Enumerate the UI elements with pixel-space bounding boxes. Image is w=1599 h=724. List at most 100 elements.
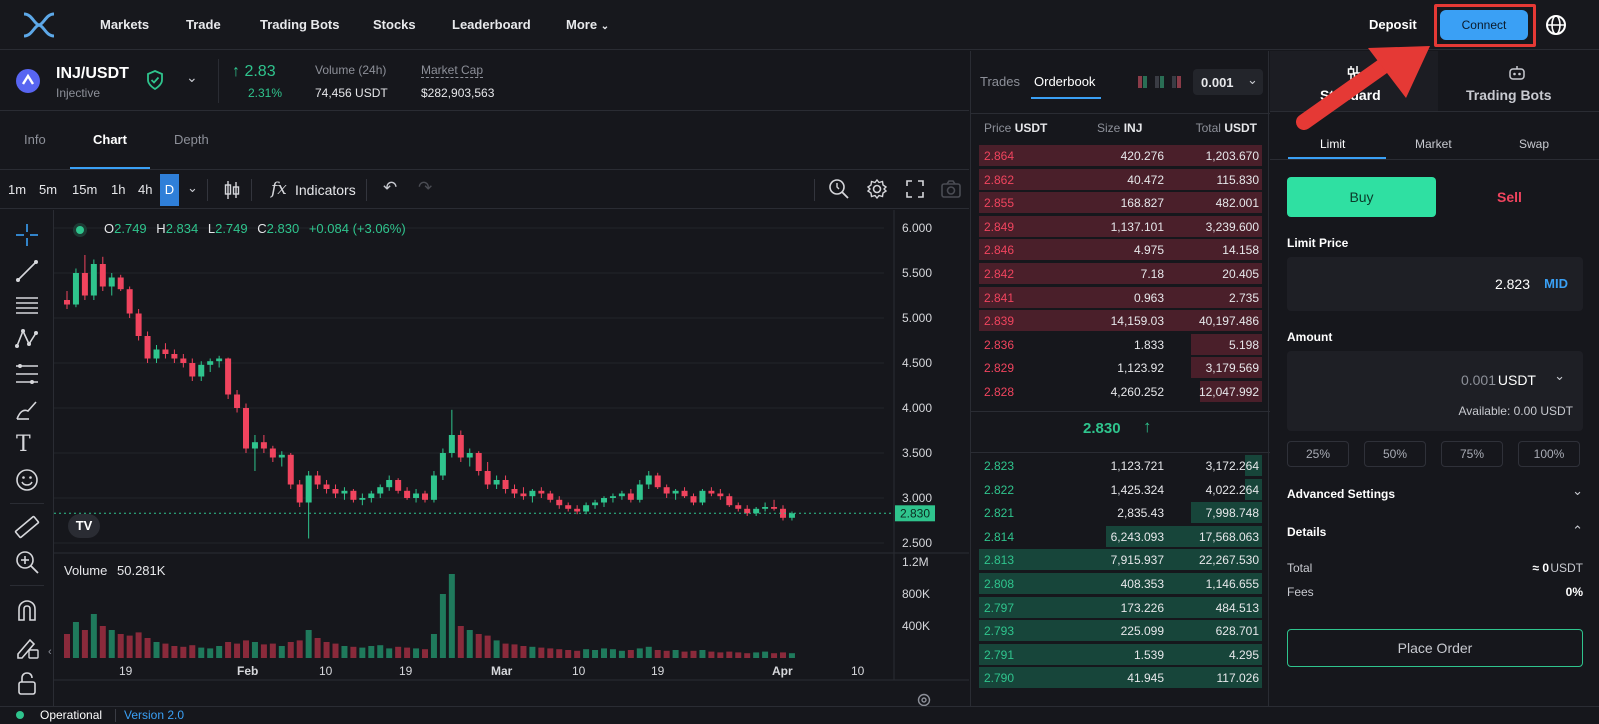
deposit-link[interactable]: Deposit (1369, 17, 1417, 32)
volume-bar (350, 646, 357, 658)
text-tool-icon[interactable]: T (16, 432, 31, 457)
ask-row[interactable]: 2.849 1,137.101 3,239.600 (971, 215, 1270, 237)
status-operational[interactable]: Operational (40, 708, 103, 722)
percent-75-button[interactable]: 75% (1441, 441, 1503, 467)
volume-bar (511, 644, 518, 658)
bid-row[interactable]: 2.813 7,915.937 22,267.530 (971, 548, 1270, 571)
chart-canvas[interactable]: 6.000 5.500 5.000 4.500 4.000 3.500 3.000 2.500… (54, 210, 969, 706)
bid-row[interactable]: 2.808 408.353 1,146.655 (971, 572, 1270, 594)
interval-1h[interactable]: 1h (111, 182, 126, 197)
pattern-icon[interactable] (14, 326, 40, 352)
percent-100-button[interactable]: 100% (1518, 441, 1580, 467)
axis-settings-icon[interactable] (916, 692, 932, 708)
volume-bar (601, 648, 607, 658)
gear-icon[interactable] (866, 178, 888, 200)
nav-trade[interactable]: Trade (186, 17, 221, 32)
amount-input[interactable]: 0.001 USDT ⌄ Available: 0.00 USDT (1287, 351, 1583, 431)
candlestick-type-icon[interactable] (223, 179, 241, 201)
ask-row[interactable]: 2.836 1.833 5.198 (971, 333, 1270, 355)
bid-row[interactable]: 2.793 225.099 628.701 (971, 619, 1270, 642)
tab-orderbook[interactable]: Orderbook (1034, 74, 1096, 89)
nav-markets[interactable]: Markets (100, 17, 150, 32)
draw-lock-icon[interactable] (14, 634, 40, 660)
ask-row[interactable]: 2.862 40.472 115.830 (971, 168, 1270, 190)
exchange-logo[interactable] (22, 10, 56, 40)
amount-unit-select[interactable]: USDT (1497, 372, 1536, 388)
tab-info[interactable]: Info (24, 132, 46, 147)
tab-chart[interactable]: Chart (93, 132, 127, 147)
ask-row[interactable]: 2.839 14,159.03 40,197.486 (971, 309, 1270, 332)
sell-button[interactable]: Sell (1497, 189, 1522, 205)
market-cap-label[interactable]: Market Cap (421, 63, 484, 78)
limit-price-input[interactable]: 2.823 MID (1287, 257, 1583, 311)
redo-icon[interactable]: ↷ (418, 178, 433, 197)
mid-button[interactable]: MID (1544, 276, 1568, 291)
tradingview-logo[interactable]: TV (68, 514, 100, 538)
order-type-swap[interactable]: Swap (1519, 137, 1550, 151)
ask-row[interactable]: 2.841 0.963 2.735 (971, 286, 1270, 308)
bid-row[interactable]: 2.791 1.539 4.295 (971, 643, 1270, 665)
buy-button[interactable]: Buy (1287, 177, 1436, 217)
ruler-icon[interactable] (14, 514, 40, 540)
bid-row[interactable]: 2.797 173.226 484.513 (971, 596, 1270, 618)
price-chart[interactable]: 6.000 5.500 5.000 4.500 4.000 3.500 3.000 2.500… (54, 210, 969, 708)
bid-row[interactable]: 2.814 6,243.093 17,568.063 (971, 525, 1270, 547)
bid-row[interactable]: 2.822 1,425.324 4,022.264 (971, 478, 1270, 500)
trend-line-icon[interactable] (14, 258, 40, 284)
lock-icon[interactable] (14, 670, 40, 696)
ask-row[interactable]: 2.842 7.18 20.405 (971, 262, 1270, 284)
interval-15m[interactable]: 15m (72, 182, 98, 197)
horizontal-lines-icon[interactable] (14, 292, 40, 318)
chevron-down-icon[interactable]: ⌄ (1554, 368, 1565, 383)
brush-icon[interactable] (14, 397, 40, 423)
pair-symbol[interactable]: INJ/USDT (56, 65, 129, 82)
ask-row[interactable]: 2.855 168.827 482.001 (971, 191, 1270, 214)
undo-icon[interactable]: ↶ (383, 178, 398, 197)
indicators-fx-icon[interactable]: fx (271, 179, 287, 199)
interval-1m[interactable]: 1m (8, 182, 27, 197)
orderbook-view-icons[interactable] (1137, 75, 1185, 89)
percent-25-button[interactable]: 25% (1287, 441, 1349, 467)
order-type-limit[interactable]: Limit (1320, 137, 1346, 151)
status-version[interactable]: Version 2.0 (124, 708, 185, 722)
bid-row[interactable]: 2.790 41.945 117.026 (971, 666, 1270, 689)
ask-row[interactable]: 2.846 4.975 14.158 (971, 238, 1270, 261)
nav-leaderboard[interactable]: Leaderboard (452, 17, 531, 32)
camera-icon[interactable] (940, 179, 962, 199)
tab-depth[interactable]: Depth (174, 132, 209, 147)
emoji-icon[interactable] (14, 467, 40, 493)
ask-row[interactable]: 2.864 420.276 1,203.670 (971, 144, 1270, 166)
interval-dropdown-chevron-icon[interactable]: ⌄ (187, 180, 198, 195)
details-toggle[interactable]: Details ⌃ (1287, 514, 1583, 546)
interval-4h[interactable]: 4h (138, 182, 153, 197)
order-type-market[interactable]: Market (1415, 137, 1452, 151)
collapse-toolbar-icon[interactable]: ‹ (48, 646, 52, 658)
interval-d-selected[interactable]: D (160, 174, 179, 206)
header-total: Total USDT (1196, 121, 1257, 135)
zoom-in-icon[interactable] (14, 549, 40, 575)
ask-row[interactable]: 2.828 4,260.252 12,047.992 (971, 380, 1270, 402)
bid-row[interactable]: 2.823 1,123.721 3,172.264 (971, 454, 1270, 476)
fullscreen-icon[interactable] (905, 179, 925, 199)
tab-trades[interactable]: Trades (980, 74, 1020, 89)
crosshair-icon[interactable] (14, 222, 40, 248)
alert-search-icon[interactable] (828, 178, 850, 200)
tab-trading-bots[interactable]: Trading Bots (1438, 51, 1599, 111)
percent-50-button[interactable]: 50% (1364, 441, 1426, 467)
pair-dropdown-chevron-icon[interactable]: ⌄ (186, 69, 198, 85)
advanced-settings-toggle[interactable]: Advanced Settings ⌄ (1287, 476, 1583, 508)
place-order-button[interactable]: Place Order (1287, 629, 1583, 667)
fib-icon[interactable] (14, 361, 40, 387)
connect-button[interactable]: Connect (1440, 10, 1528, 40)
ask-row[interactable]: 2.829 1,123.92 3,179.569 (971, 356, 1270, 379)
magnet-icon[interactable] (14, 598, 40, 624)
volume-bar (699, 650, 706, 658)
nav-trading-bots[interactable]: Trading Bots (260, 17, 340, 32)
indicators-button[interactable]: Indicators (295, 182, 356, 198)
globe-icon[interactable] (1544, 13, 1568, 37)
precision-select[interactable]: 0.001 ⌄ (1193, 69, 1263, 95)
nav-stocks[interactable]: Stocks (373, 17, 416, 32)
bid-row[interactable]: 2.821 2,835.43 7,998.748 (971, 501, 1270, 524)
nav-more[interactable]: More ⌄ (566, 17, 609, 32)
interval-5m[interactable]: 5m (39, 182, 58, 197)
